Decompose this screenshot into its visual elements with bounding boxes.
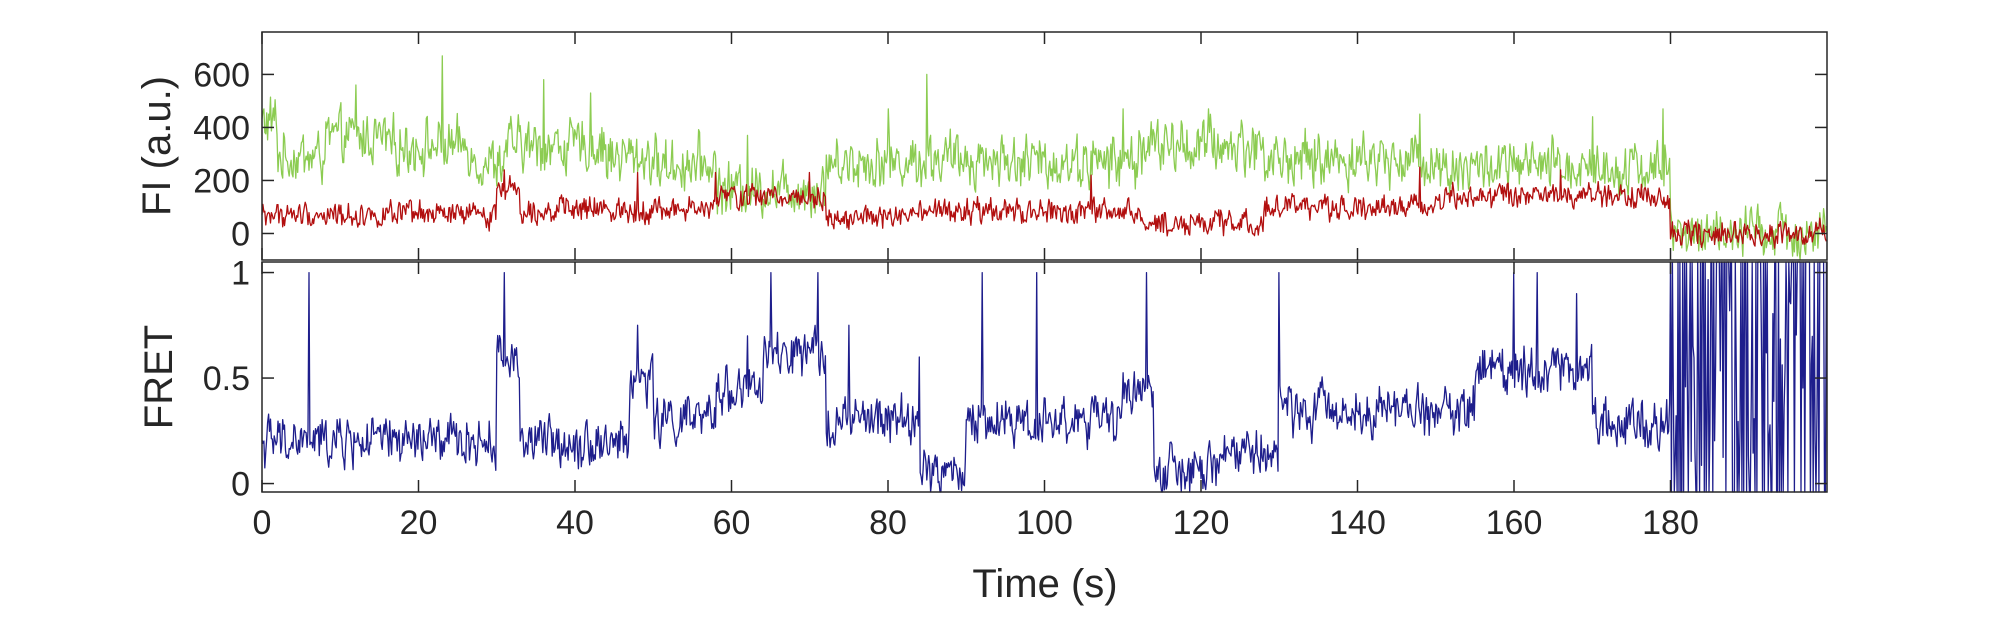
x-tick-label: 60: [713, 504, 751, 542]
x-tick-label: 100: [1016, 504, 1073, 542]
fret-plot-area: [262, 262, 1827, 492]
x-tick-label: 120: [1173, 504, 1230, 542]
fluorescence-y-axis-label: FI (a.u.): [135, 76, 179, 216]
fluorescence-y-tick-label: 600: [193, 56, 250, 94]
x-tick-label: 80: [869, 504, 907, 542]
fret-series-line-0: [261, 261, 1828, 493]
fret-y-tick-label: 0: [231, 466, 250, 504]
x-tick-label: 40: [556, 504, 594, 542]
fret-y-tick-label: 1: [231, 255, 250, 293]
fluorescence-axes-box: [261, 31, 1828, 261]
x-tick-label: 20: [400, 504, 438, 542]
x-tick-label: 180: [1642, 504, 1699, 542]
fluorescence-traces: [261, 55, 1828, 261]
x-tick-label: 160: [1486, 504, 1543, 542]
fret-y-tick-label: 0.5: [203, 360, 250, 398]
fret-axes-box: [261, 261, 1828, 493]
fluorescence-ticks: 0 200 400 600: [193, 32, 1827, 260]
fluorescence-series-line-1: [261, 166, 1827, 249]
fluorescence-y-tick-label: 400: [193, 109, 250, 147]
fret-y-axis-label: FRET: [137, 325, 181, 429]
fret-traces: [261, 261, 1828, 493]
fluorescence-y-tick-label: 0: [231, 215, 250, 253]
x-tick-label: 140: [1329, 504, 1386, 542]
fluorescence-series-line-0: [261, 55, 1828, 261]
fluorescence-panel: 0 200 400 600 FI (a.u.): [135, 31, 1828, 261]
x-tick-label: 0: [253, 504, 272, 542]
fret-panel: 0 20 40 60 80 100 120 140 160 180 0 0.5 1 FRET Time …: [137, 255, 1828, 606]
fluorescence-y-tick-label: 200: [193, 162, 250, 200]
fret-ticks: 0 20 40 60 80 100 120 140 160 180 0 0.5 1: [203, 255, 1827, 542]
x-axis-label: Time (s): [972, 562, 1117, 606]
